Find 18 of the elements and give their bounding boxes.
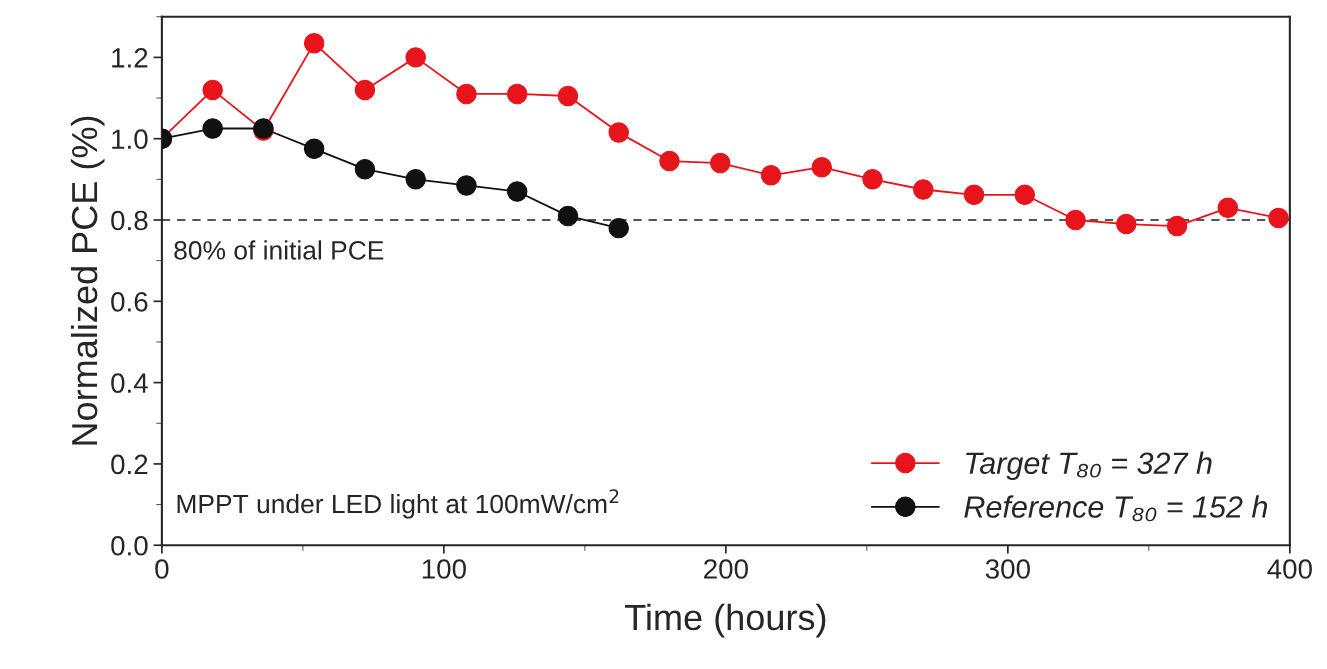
- x-tick-label: 300: [985, 559, 1030, 579]
- y-tick-label: 0.0: [111, 535, 148, 556]
- legend-label: Reference T₈₀ = 152 h: [964, 495, 1268, 522]
- annotation: MPPT under LED light at 100mW/cm$^{2}$: [177, 489, 619, 519]
- annotation: 80% of initial PCE: [174, 240, 384, 260]
- x-tick-label: 100: [422, 559, 466, 579]
- y-tick-label: 0.6: [111, 291, 148, 312]
- x-tick-label: 0: [155, 559, 169, 579]
- y-tick-label: 1.0: [112, 129, 148, 150]
- y-tick-label: 0.2: [111, 454, 148, 475]
- y-tick-label: 0.8: [111, 210, 148, 231]
- y-axis-title: Normalized PCE (%): [70, 116, 105, 445]
- legend-label: Target T₈₀ = 327 h: [966, 451, 1212, 481]
- x-tick-label: 400: [1267, 559, 1312, 579]
- x-axis-title: Time (hours): [625, 603, 826, 638]
- x-tick-label: 200: [704, 559, 748, 579]
- y-tick-label: 1.2: [112, 48, 148, 68]
- y-tick-label: 0.4: [111, 373, 148, 393]
